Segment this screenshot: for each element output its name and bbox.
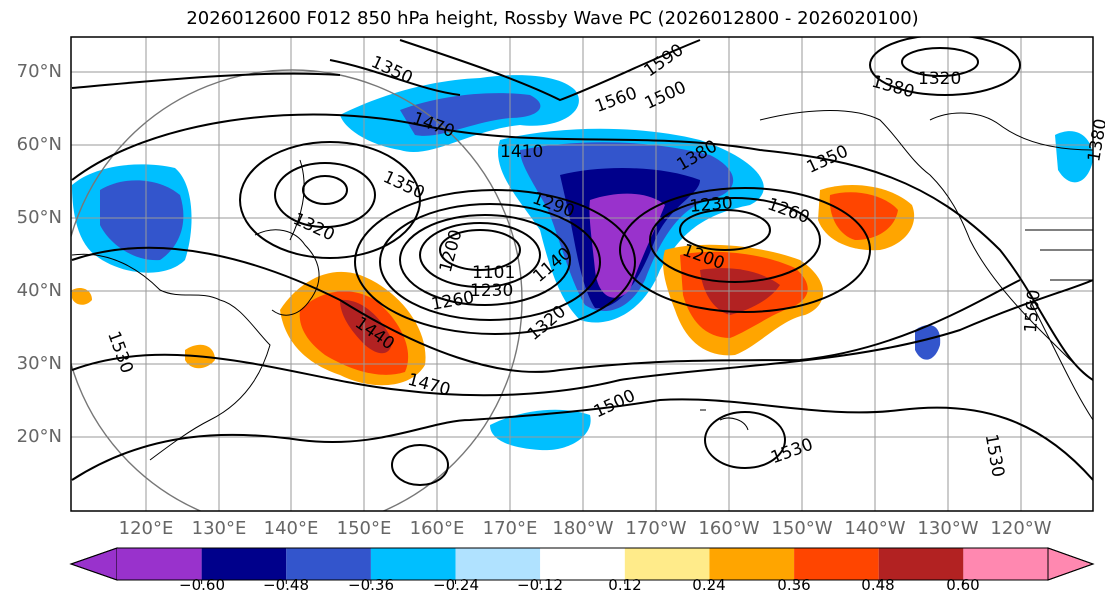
lon-label: 130°E	[191, 518, 247, 539]
contour-label: 1380	[1084, 117, 1105, 163]
colorbar-segment	[878, 548, 964, 580]
lon-label: 170°E	[482, 518, 538, 539]
colorbar-segment	[709, 548, 795, 580]
anomaly-positive-west	[72, 288, 92, 305]
lon-label: 120°E	[118, 518, 174, 539]
colorbar-tick-label: −0.48	[263, 576, 309, 594]
colorbar-segment	[117, 548, 202, 580]
colorbar-over-arrow	[1047, 547, 1095, 581]
lat-label: 40°N	[16, 280, 62, 301]
colorbar-tick-label: 0.48	[861, 576, 895, 594]
colorbar-tick-label: −0.12	[517, 576, 563, 594]
colorbar-segment	[624, 548, 710, 580]
anomaly-negative-east-patch	[915, 325, 941, 360]
lon-label: 170°W	[625, 518, 687, 539]
contour-label: 1320	[918, 69, 961, 89]
colorbar-outline	[69, 547, 1095, 581]
lon-label: 150°W	[771, 518, 833, 539]
coastlines	[71, 110, 1093, 461]
anomaly-negative-subtropics	[490, 409, 591, 451]
lat-label: 20°N	[16, 426, 62, 447]
colorbar-tick-label: −0.36	[348, 576, 394, 594]
lon-label: 130°W	[917, 518, 979, 539]
map-title: 2026012600 F012 850 hPa height, Rossby W…	[186, 8, 919, 29]
anomaly-negative-ne	[1055, 131, 1093, 183]
lon-label: 150°E	[336, 518, 392, 539]
anomaly-positive-alaska-core	[829, 192, 898, 240]
colorbar-segment	[370, 548, 456, 580]
map-frame	[70, 36, 1094, 512]
colorbar-tick-label: 0.24	[692, 576, 726, 594]
contour-label: 1101	[472, 263, 515, 283]
colorbar-segment	[201, 548, 287, 580]
lon-label: 160°E	[409, 518, 465, 539]
height-contours	[71, 37, 1093, 486]
lat-label: 60°N	[16, 134, 62, 155]
lon-label: 140°E	[263, 518, 319, 539]
colorbar	[69, 547, 1095, 584]
anomaly-positive-japan-mid	[299, 291, 409, 375]
colorbar-tick-label: −0.24	[433, 576, 479, 594]
lat-label: 50°N	[16, 207, 62, 228]
colorbar-tick-label: 0.12	[608, 576, 642, 594]
colorbar-segment	[540, 548, 625, 580]
colorbar-segment	[286, 548, 371, 580]
contour-label: 1560	[1021, 289, 1045, 334]
colorbar-under-arrow	[69, 547, 118, 581]
lon-label: 160°W	[698, 518, 760, 539]
anomaly-negative-north-core	[400, 93, 541, 136]
contour-label: 1230	[689, 193, 734, 217]
graticule	[71, 37, 1093, 511]
colorbar-tick-label: −0.60	[179, 576, 225, 594]
lon-label: 120°W	[990, 518, 1052, 539]
contour-label: 1230	[470, 281, 513, 301]
colorbar-segment	[794, 548, 879, 580]
anomaly-positive-japan-core	[340, 299, 392, 354]
lon-label: 180°W	[552, 518, 614, 539]
contour-label: 1410	[500, 142, 543, 162]
colorbar-segment	[963, 548, 1048, 580]
lat-label: 30°N	[16, 353, 62, 374]
lon-label: 140°W	[844, 518, 906, 539]
colorbar-tick-label: 0.60	[946, 576, 980, 594]
lat-label: 70°N	[16, 61, 62, 82]
anomaly-negative-westpacific-core	[100, 180, 184, 261]
colorbar-segment	[455, 548, 541, 580]
colorbar-tick-label: 0.36	[777, 576, 811, 594]
